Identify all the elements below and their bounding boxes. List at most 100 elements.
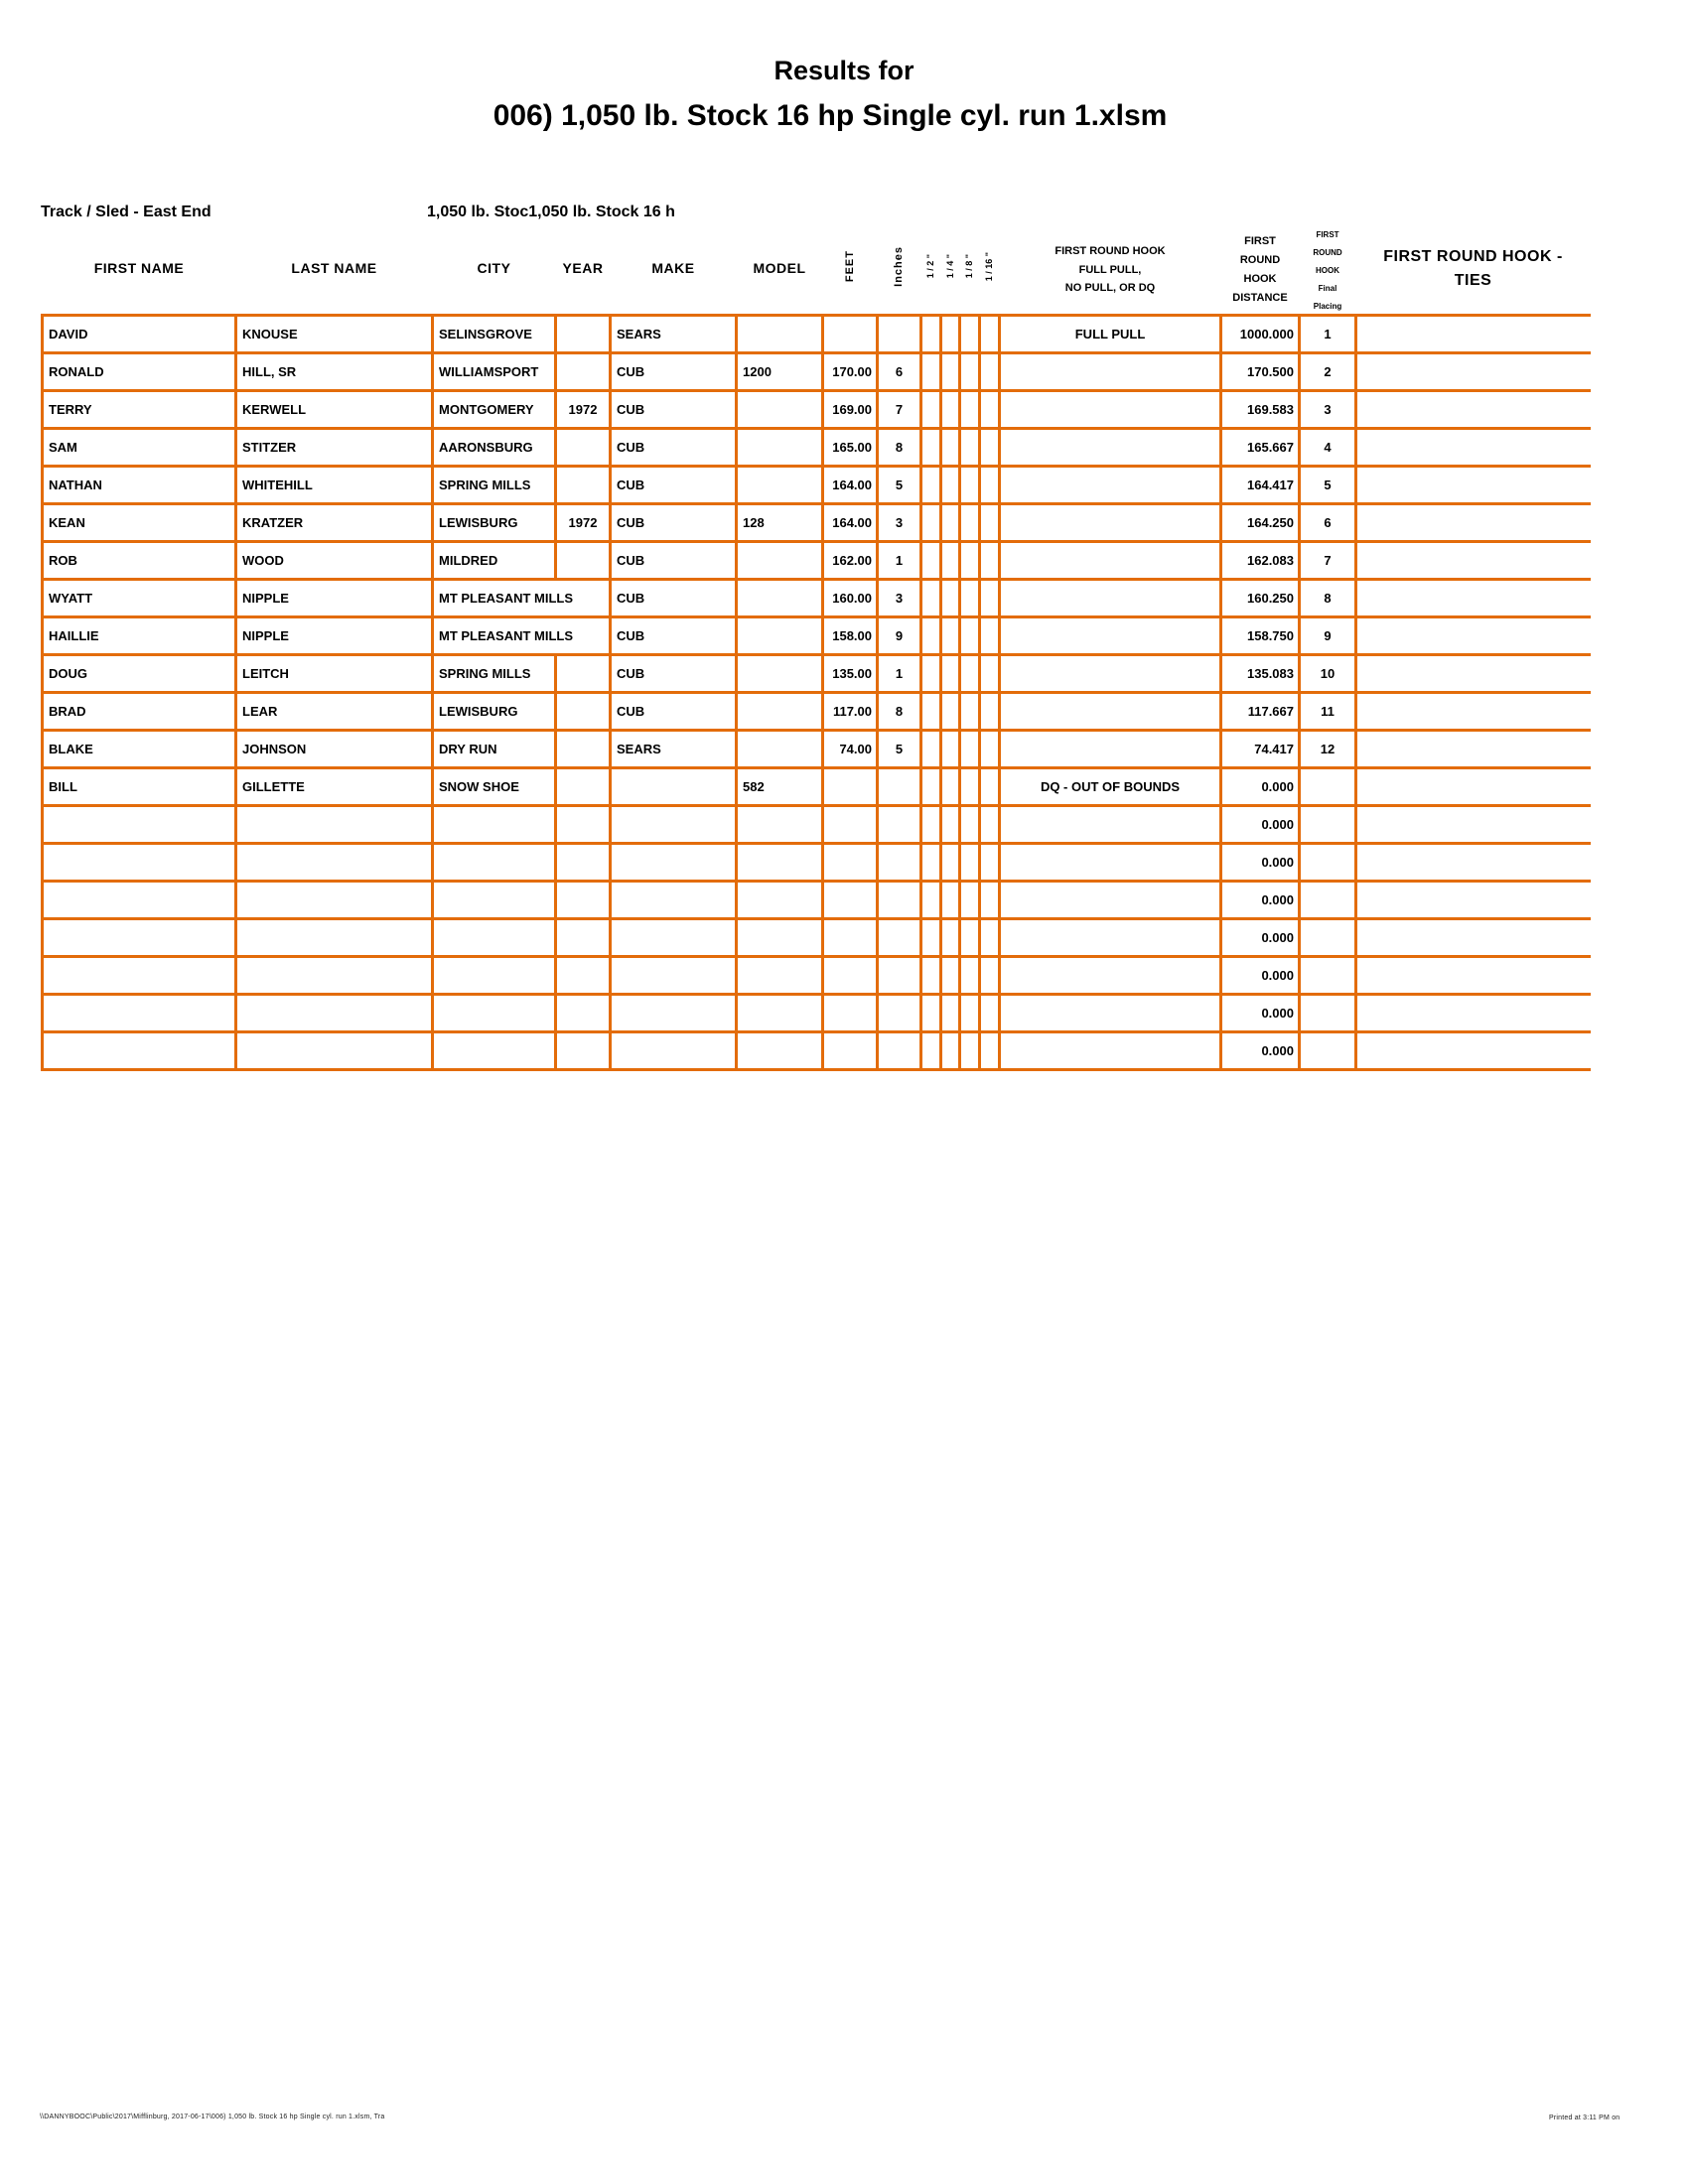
cell-distance: 117.667: [1219, 691, 1301, 732]
cell-placing: [1298, 766, 1357, 807]
cell-last: [234, 842, 434, 883]
cell-year: 1972: [554, 389, 612, 430]
cell-first: [41, 842, 237, 883]
cell-sixteenth: [978, 691, 1001, 732]
cell-last: [234, 955, 434, 996]
cell-make: CUB: [609, 653, 738, 694]
cell-distance: 0.000: [1219, 766, 1301, 807]
cell-first: BLAKE: [41, 729, 237, 769]
cell-first: NATHAN: [41, 465, 237, 505]
cell-city: [431, 955, 557, 996]
cell-year: [554, 691, 612, 732]
cell-model: [735, 615, 824, 656]
column-header-half: 1 / 2 ": [921, 224, 941, 316]
table-row: BRAD LEAR LEWISBURG CUB 117.00 8 117.667 11: [41, 691, 1591, 732]
cell-year: [554, 842, 612, 883]
table-row: 0.000: [41, 993, 1591, 1033]
cell-last: [234, 1030, 434, 1071]
cell-eighth: [958, 427, 981, 468]
cell-sixteenth: [978, 540, 1001, 581]
cell-half: [919, 578, 942, 618]
cell-ties: [1354, 955, 1591, 996]
cell-distance: 164.250: [1219, 502, 1301, 543]
cell-sixteenth: [978, 729, 1001, 769]
cell-result: [998, 615, 1222, 656]
cell-sixteenth: [978, 880, 1001, 920]
class-label-full: 1,050 lb. Stock 16 h: [528, 204, 675, 220]
cell-make: [609, 842, 738, 883]
cell-model: 1200: [735, 351, 824, 392]
footer-file-path: \\DANNYBOOC\Public\2017\Mifflinburg, 201…: [40, 2114, 385, 2120]
cell-model: [735, 465, 824, 505]
cell-feet: [821, 314, 879, 354]
cell-half: [919, 842, 942, 883]
column-header-sixteenth: 1 / 16 ": [980, 224, 1000, 316]
cell-city: MT PLEASANT MILLS: [431, 615, 573, 656]
cell-last: WHITEHILL: [234, 465, 434, 505]
cell-make: [609, 804, 738, 845]
cell-year: [554, 653, 612, 694]
cell-city: [431, 880, 557, 920]
column-header-label-result: FIRST ROUND HOOK FULL PULL, NO PULL, OR …: [1055, 244, 1166, 295]
cell-last: HILL, SR: [234, 351, 434, 392]
cell-inches: 8: [876, 691, 922, 732]
cell-last: NIPPLE: [234, 578, 434, 618]
cell-sixteenth: [978, 465, 1001, 505]
cell-eighth: [958, 540, 981, 581]
cell-half: [919, 653, 942, 694]
cell-placing: [1298, 993, 1357, 1033]
page-subtitle-filename: 006) 1,050 lb. Stock 16 hp Single cyl. r…: [492, 99, 1168, 132]
cell-city: [431, 804, 557, 845]
cell-sixteenth: [978, 314, 1001, 354]
cell-last: [234, 993, 434, 1033]
cell-feet: [821, 993, 879, 1033]
cell-ties: [1354, 880, 1591, 920]
cell-eighth: [958, 729, 981, 769]
cell-first: [41, 955, 237, 996]
column-header-label-half: 1 / 2 ": [925, 254, 935, 279]
cell-placing: [1298, 842, 1357, 883]
cell-feet: 169.00: [821, 389, 879, 430]
cell-inches: [876, 766, 922, 807]
cell-placing: 8: [1298, 578, 1357, 618]
column-header-placing: FIRST ROUND HOOK Final Placing: [1300, 224, 1356, 316]
cell-half: [919, 615, 942, 656]
cell-inches: [876, 842, 922, 883]
cell-eighth: [958, 615, 981, 656]
cell-distance: 74.417: [1219, 729, 1301, 769]
table-row: 0.000: [41, 880, 1591, 920]
cell-first: [41, 880, 237, 920]
table-row: DOUG LEITCH SPRING MILLS CUB 135.00 1 135.083 1…: [41, 653, 1591, 694]
cell-city: [431, 1030, 557, 1071]
cell-distance: 0.000: [1219, 993, 1301, 1033]
cell-sixteenth: [978, 766, 1001, 807]
table-row: NATHAN WHITEHILL SPRING MILLS CUB 164.00 5 164…: [41, 465, 1591, 505]
cell-inches: [876, 804, 922, 845]
cell-city: [431, 993, 557, 1033]
cell-make: [609, 917, 738, 958]
column-header-label-year: YEAR: [562, 260, 604, 276]
cell-first: DAVID: [41, 314, 237, 354]
cell-city: LEWISBURG: [431, 691, 557, 732]
cell-make: CUB: [609, 465, 738, 505]
column-header-feet: FEET: [823, 224, 878, 316]
cell-sixteenth: [978, 615, 1001, 656]
cell-eighth: [958, 766, 981, 807]
column-header-label-quarter: 1 / 4 ": [944, 254, 955, 279]
cell-eighth: [958, 502, 981, 543]
cell-result: [998, 578, 1222, 618]
cell-last: [234, 880, 434, 920]
cell-model: [735, 804, 824, 845]
cell-last: KRATZER: [234, 502, 434, 543]
cell-year: [554, 804, 612, 845]
cell-inches: 8: [876, 427, 922, 468]
cell-distance: 170.500: [1219, 351, 1301, 392]
cell-make: [609, 993, 738, 1033]
table-row: 0.000: [41, 804, 1591, 845]
cell-placing: [1298, 804, 1357, 845]
cell-result: [998, 691, 1222, 732]
cell-result: [998, 993, 1222, 1033]
cell-eighth: [958, 993, 981, 1033]
cell-placing: 7: [1298, 540, 1357, 581]
cell-year: [554, 540, 612, 581]
